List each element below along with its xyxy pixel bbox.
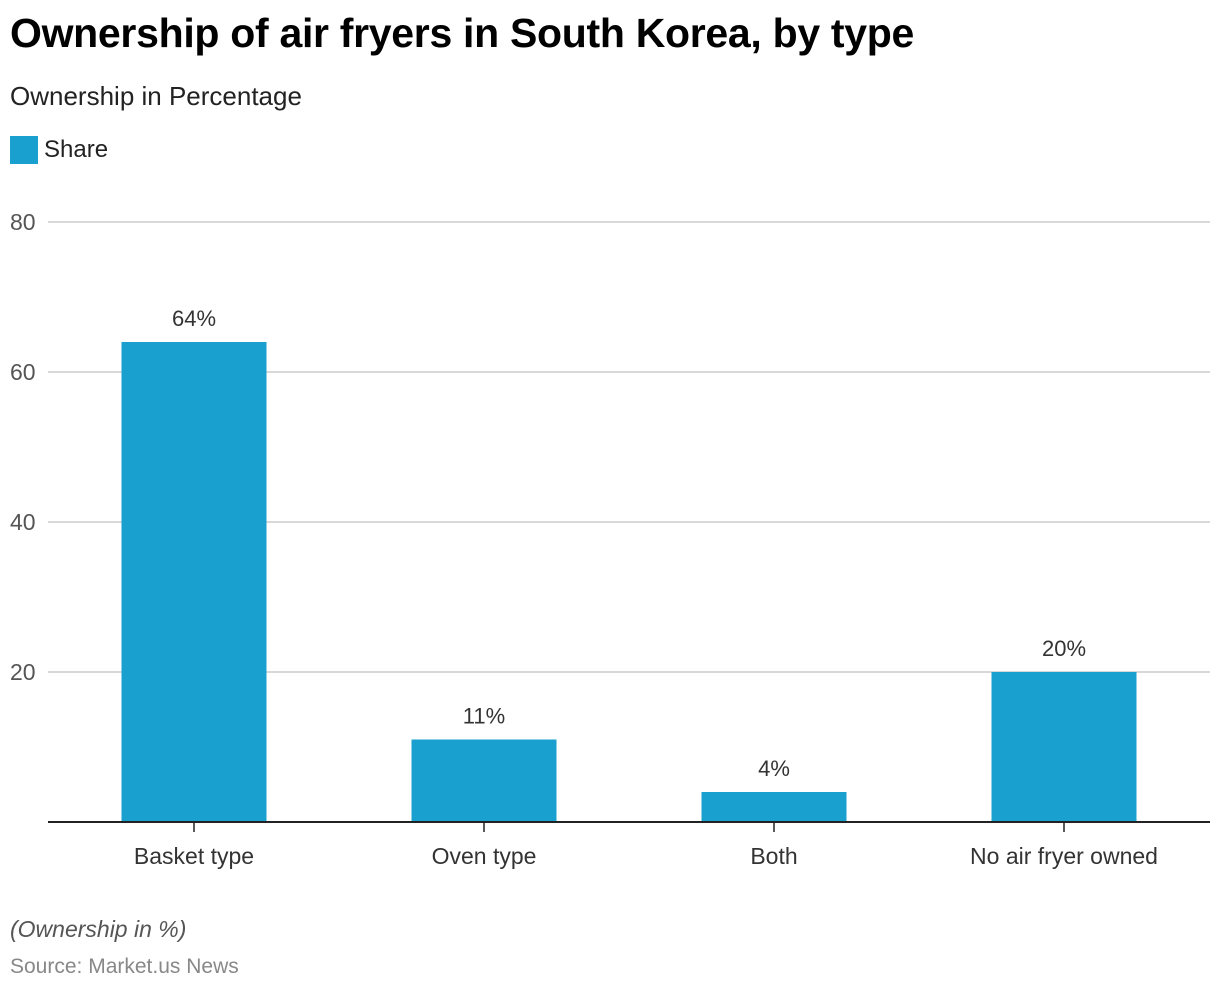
- y-tick-label: 60: [10, 359, 36, 385]
- y-tick-label: 20: [10, 659, 36, 685]
- x-tick-label: Oven type: [432, 843, 537, 869]
- legend: Share: [10, 136, 108, 164]
- bar-chart: 20 40 60 80 64% Basket type 11% Oven type 4% Both…: [10, 209, 1210, 869]
- y-tick-label: 80: [10, 209, 36, 235]
- legend-swatch: [10, 136, 38, 164]
- chart-title: Ownership of air fryers in South Korea, …: [10, 10, 915, 56]
- bar: [121, 342, 267, 822]
- data-label: 11%: [463, 704, 505, 729]
- bar: [991, 672, 1137, 822]
- chart-note: (Ownership in %): [10, 916, 187, 942]
- legend-label: Share: [44, 136, 109, 163]
- x-tick-label: Both: [750, 843, 797, 869]
- y-tick-label: 40: [10, 509, 36, 535]
- x-tick-label: No air fryer owned: [970, 843, 1158, 869]
- x-tick-label: Basket type: [134, 843, 254, 869]
- data-label: 20%: [1042, 636, 1086, 661]
- data-label: 64%: [172, 306, 216, 331]
- bar: [701, 792, 847, 822]
- chart-subtitle: Ownership in Percentage: [10, 81, 302, 111]
- bar: [411, 739, 557, 822]
- data-label: 4%: [758, 756, 790, 781]
- chart-source: Source: Market.us News: [10, 955, 239, 978]
